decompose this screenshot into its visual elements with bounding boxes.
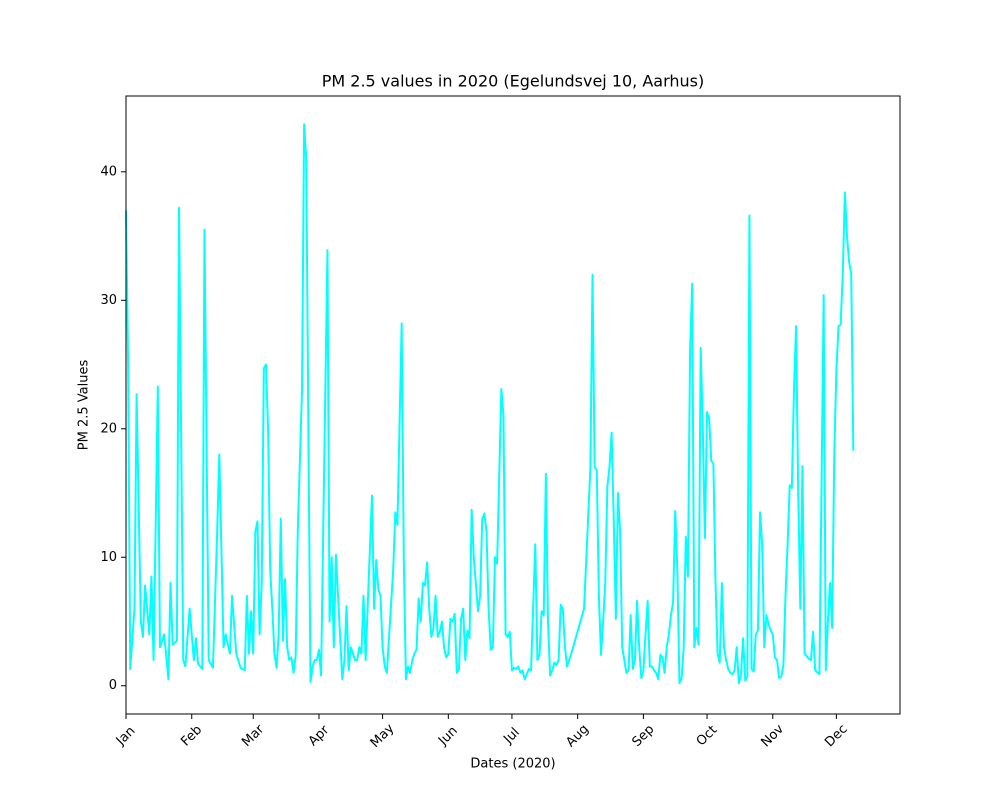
x-tick-label: Dec bbox=[822, 722, 850, 750]
x-tick-label: Mar bbox=[239, 722, 267, 750]
y-tick-label: 30 bbox=[100, 293, 117, 308]
x-tick-label: May bbox=[368, 721, 398, 751]
y-tick-label: 20 bbox=[100, 421, 117, 436]
plot-frame bbox=[125, 95, 901, 715]
x-axis-label: Dates (2020) bbox=[470, 757, 555, 772]
x-tick-label: Jul bbox=[500, 725, 522, 747]
x-tick-label: Jun bbox=[435, 724, 461, 750]
y-tick-label: 10 bbox=[100, 550, 117, 565]
y-axis-label: PM 2.5 Values bbox=[77, 360, 92, 451]
x-tick-label: Sep bbox=[629, 722, 657, 750]
x-tick-label: Jan bbox=[113, 724, 138, 749]
x-tick-label: Apr bbox=[306, 722, 333, 749]
x-tick-label: Oct bbox=[694, 723, 721, 750]
chart-title: PM 2.5 values in 2020 (Egelundsvej 10, A… bbox=[322, 72, 705, 91]
data-line bbox=[125, 123, 855, 685]
x-tick-label: Nov bbox=[758, 722, 787, 751]
x-tick-label: Aug bbox=[563, 722, 592, 751]
y-tick-label: 0 bbox=[109, 678, 117, 693]
x-tick-label: Feb bbox=[178, 723, 205, 750]
y-tick-label: 40 bbox=[100, 164, 117, 179]
